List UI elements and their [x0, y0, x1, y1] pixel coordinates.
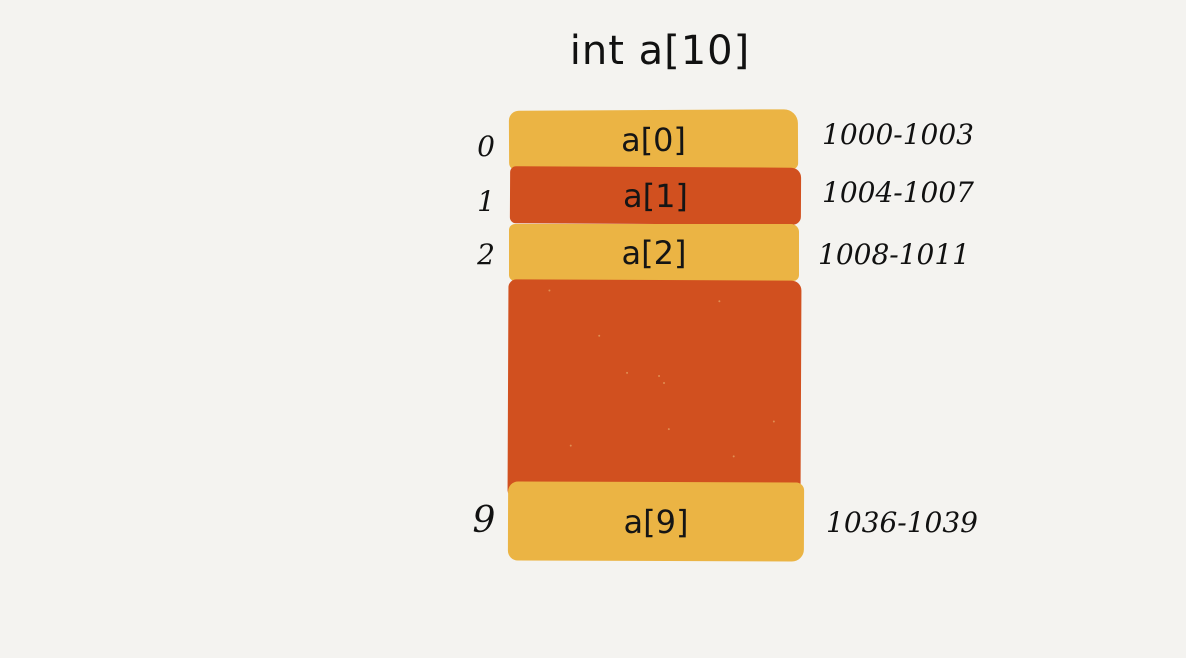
memory-cell-a9: a[9]: [507, 481, 805, 562]
index-label-0: 0: [477, 130, 495, 163]
address-range-0: 1000-1003: [822, 118, 974, 151]
memory-cells-omitted: [507, 279, 802, 498]
cell-label: a[0]: [620, 120, 687, 160]
address-range-9: 1036-1039: [826, 506, 978, 539]
memory-cell-a1: a[1]: [509, 166, 802, 225]
index-label-9: 9: [472, 500, 496, 541]
index-label-2: 2: [477, 238, 495, 271]
diagram-title: int a[10]: [569, 28, 751, 74]
memory-cell-a0: a[0]: [508, 109, 799, 171]
memory-cell-a2: a[2]: [509, 224, 799, 281]
cell-label: a[2]: [621, 233, 687, 272]
cell-label: a[9]: [623, 502, 689, 541]
address-range-1: 1004-1007: [822, 176, 974, 209]
cell-label: a[1]: [622, 176, 689, 215]
index-label-1: 1: [477, 185, 495, 218]
address-range-2: 1008-1011: [818, 238, 970, 271]
